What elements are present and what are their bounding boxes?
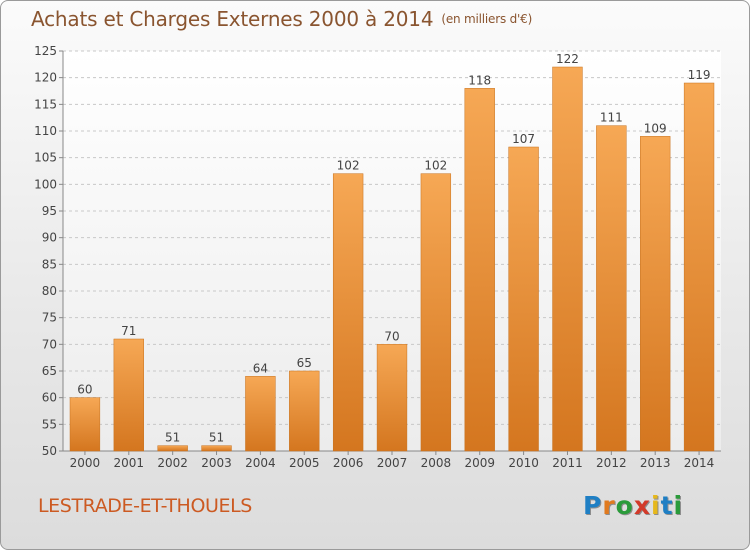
y-tick-label: 115 [34, 97, 57, 111]
x-tick-label: 2010 [508, 456, 539, 470]
bar [289, 370, 320, 452]
bar-value-label: 118 [468, 73, 491, 87]
bar-value-label: 111 [600, 111, 623, 125]
y-tick-label: 60 [42, 391, 57, 405]
bar-value-label: 102 [337, 159, 360, 173]
x-tick-label: 2003 [201, 456, 232, 470]
bar-value-label: 70 [384, 329, 399, 343]
bar-value-label: 119 [688, 68, 711, 82]
bar [157, 445, 188, 452]
chart-title: Achats et Charges Externes 2000 à 2014 (e… [31, 7, 532, 31]
x-tick-label: 2001 [114, 456, 145, 470]
bar [552, 66, 583, 452]
bar [508, 146, 539, 452]
logo-letter: P [583, 491, 603, 520]
y-tick-label: 70 [42, 337, 57, 351]
y-tick-label: 65 [42, 364, 57, 378]
y-tick-label: 85 [42, 257, 57, 271]
bar-value-label: 65 [297, 356, 312, 370]
bar-value-label: 71 [121, 324, 136, 338]
logo-letter: r [602, 491, 616, 520]
bar [69, 397, 101, 452]
bar [420, 173, 452, 452]
bar [201, 445, 232, 452]
y-tick-label: 80 [42, 284, 57, 298]
bar-value-label: 64 [253, 361, 268, 375]
bar [113, 338, 144, 452]
y-tick-label: 125 [34, 44, 57, 58]
logo-letter: i [673, 491, 684, 520]
logo-letter: o [615, 491, 634, 520]
x-tick-label: 2005 [289, 456, 320, 470]
y-tick-label: 105 [34, 151, 57, 165]
bar [332, 173, 364, 452]
x-tick-label: 2012 [596, 456, 627, 470]
bar-value-label: 51 [209, 431, 224, 445]
y-tick-label: 75 [42, 311, 57, 325]
x-tick-label: 2014 [684, 456, 715, 470]
y-tick-label: 55 [42, 417, 57, 431]
commune-name: LESTRADE-ET-THOUELS [38, 495, 252, 517]
y-tick-label: 50 [42, 444, 57, 458]
x-tick-label: 2007 [377, 456, 408, 470]
y-tick-label: 90 [42, 231, 57, 245]
logo-letter: t [660, 491, 674, 520]
x-tick-label: 2002 [157, 456, 188, 470]
bar-value-label: 51 [165, 431, 180, 445]
x-tick-label: 2008 [421, 456, 452, 470]
y-tick-label: 110 [34, 124, 57, 138]
x-tick-label: 2013 [640, 456, 671, 470]
y-tick-label: 95 [42, 204, 57, 218]
chart-title-main: Achats et Charges Externes 2000 à 2014 [31, 7, 434, 31]
bar [376, 344, 408, 452]
x-tick-label: 2006 [333, 456, 364, 470]
bar [464, 88, 495, 452]
logo-letter: i [651, 491, 661, 520]
bar-value-label: 107 [512, 132, 535, 146]
logo-letter: x [633, 491, 651, 520]
bar [640, 136, 671, 452]
x-tick-label: 2009 [464, 456, 495, 470]
bar-value-label: 102 [424, 159, 447, 173]
proxiti-logo: Proxiti [583, 491, 683, 520]
chart-subtitle: (en milliers d'€) [441, 12, 533, 26]
bar [683, 82, 715, 452]
y-tick-label: 100 [34, 177, 57, 191]
x-tick-label: 2000 [70, 456, 101, 470]
bar-value-label: 60 [77, 383, 92, 397]
x-tick-label: 2011 [552, 456, 583, 470]
bar [245, 376, 276, 452]
bar-value-label: 122 [556, 52, 579, 66]
bar [596, 125, 627, 452]
x-tick-label: 2004 [245, 456, 276, 470]
bar-value-label: 109 [644, 121, 667, 135]
y-tick-label: 120 [34, 71, 57, 85]
